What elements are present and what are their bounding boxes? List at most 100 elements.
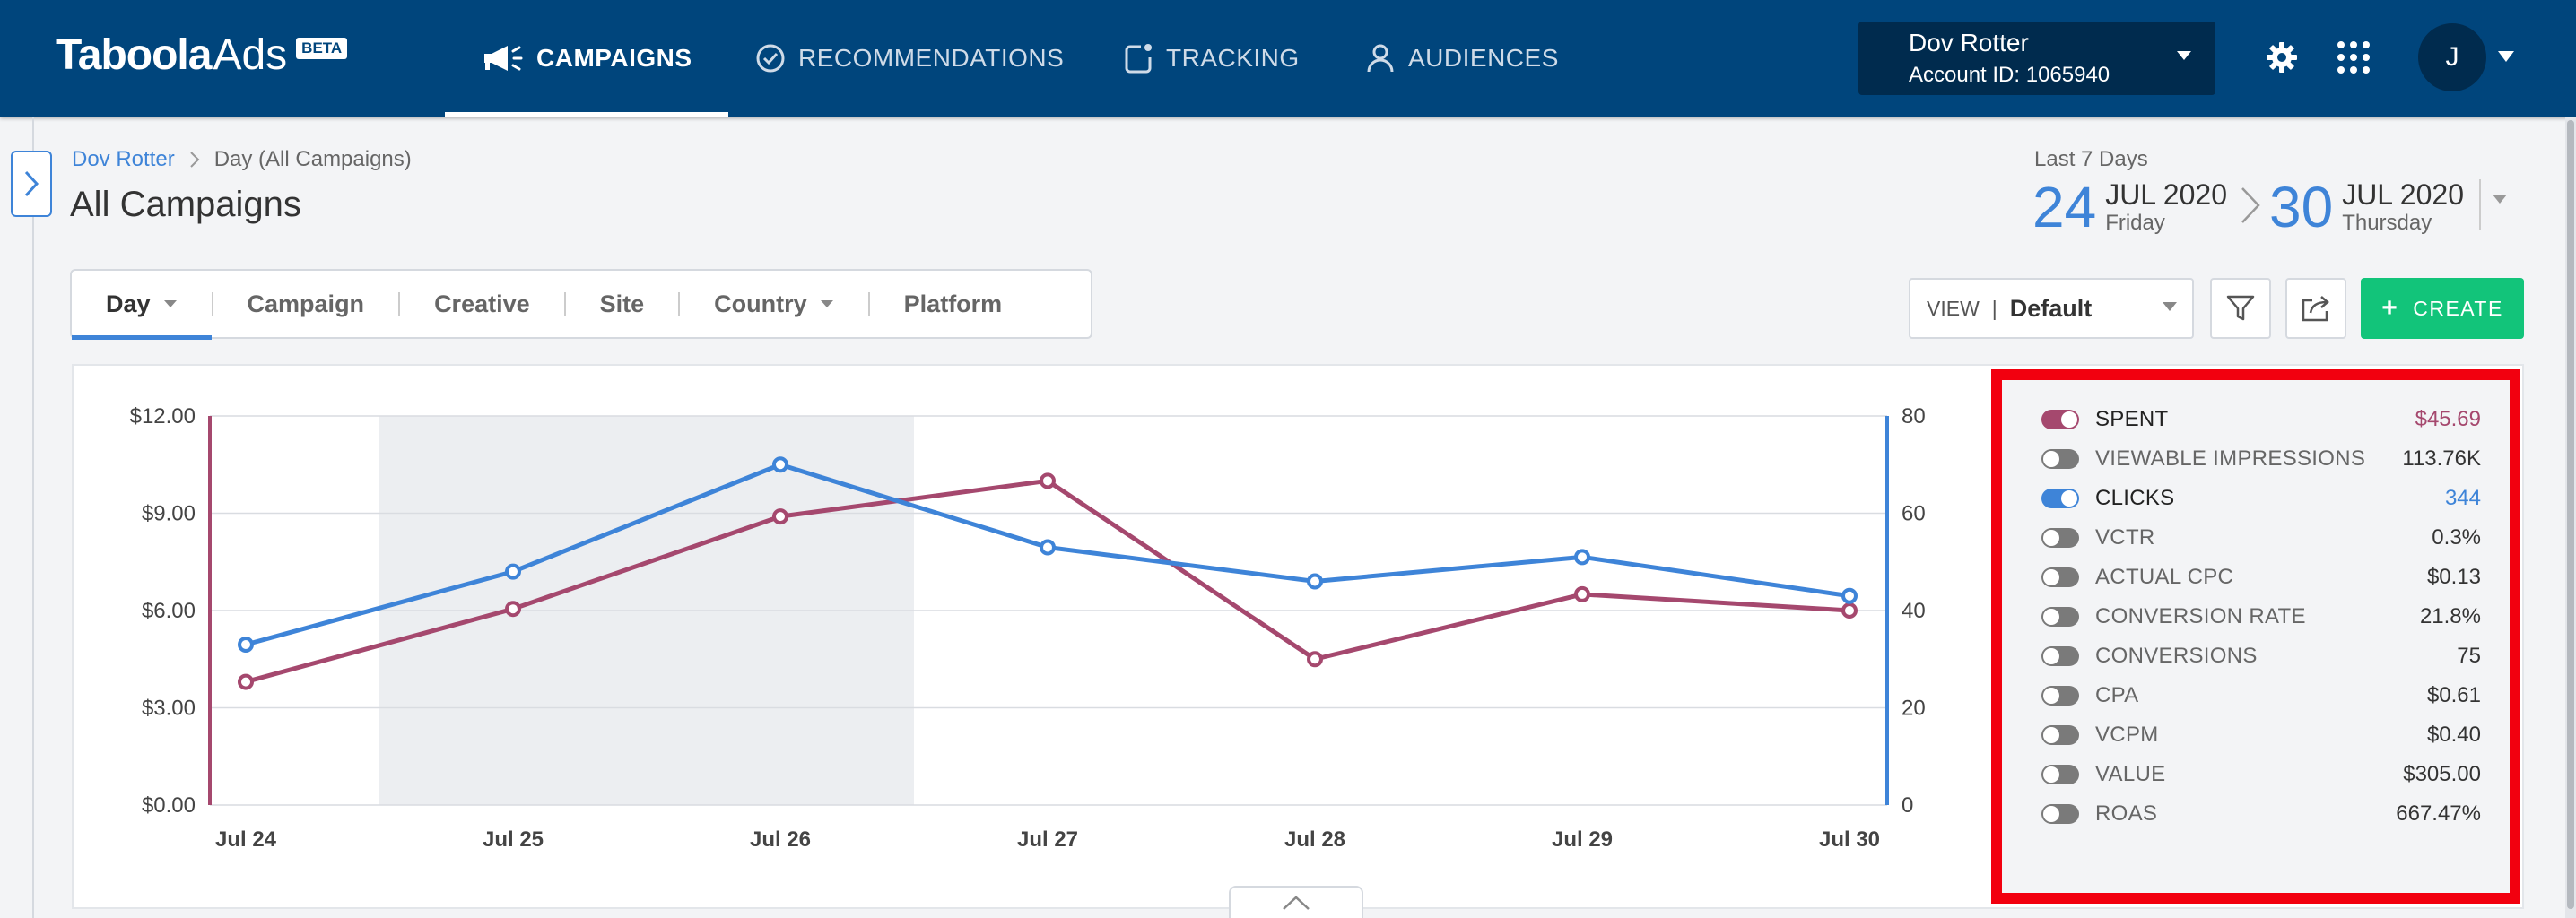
metric-row-vctr[interactable]: VCTR 0.3% [2041,520,2481,556]
data-point-spent [1574,585,1590,602]
plus-icon: + [2381,293,2399,323]
tab-campaign[interactable]: Campaign [213,270,399,338]
chevron-down-icon[interactable] [2492,194,2508,204]
chevron-down-icon[interactable] [2497,50,2515,63]
chevron-down-icon [163,300,177,307]
end-weekday: Thursday [2342,211,2432,235]
data-point-clicks [1574,549,1590,566]
nav-campaigns[interactable]: CAMPAIGNS [445,0,728,117]
metric-toggle[interactable] [2041,804,2079,824]
left-axis-tick-label: $0.00 [142,793,196,818]
date-range-end[interactable]: 30 JUL 2020 Thursday [2269,176,2464,238]
export-button[interactable] [2285,278,2346,339]
metric-row-viewable-impressions[interactable]: VIEWABLE IMPRESSIONS 113.76K [2041,441,2481,477]
performance-chart: $0.00 $3.00 $6.00 $9.00 $12.00 0 20 40 60 80 Jul 2… [130,404,1926,852]
left-axis-tick-label: $3.00 [142,697,196,721]
metric-toggle[interactable] [2041,489,2079,508]
breadcrumb: Dov Rotter Day (All Campaigns) [72,147,412,172]
tab-separator [398,292,401,316]
right-axis-tick-label: 0 [1902,793,1913,818]
metric-row-spent[interactable]: SPENT $45.69 [2041,402,2481,437]
date-range-start[interactable]: 24 JUL 2020 Friday [2032,176,2227,238]
x-axis-tick-label: Jul 26 [750,827,811,852]
create-button[interactable]: + CREATE [2361,278,2524,339]
date-range-divider [2479,179,2481,230]
metric-toggle[interactable] [2041,725,2079,745]
metric-toggle[interactable] [2041,567,2079,587]
metric-toggle[interactable] [2041,686,2079,706]
nav-recommendations-label: RECOMMENDATIONS [798,44,1065,72]
filter-icon [2226,295,2255,321]
data-point-spent [1040,472,1056,489]
metric-row-actual-cpc[interactable]: ACTUAL CPC $0.13 [2041,559,2481,595]
metric-row-vcpm[interactable]: VCPM $0.40 [2041,717,2481,753]
account-selector[interactable]: Dov Rotter Account ID: 1065940 [1858,22,2215,95]
metric-toggle[interactable] [2041,410,2079,429]
tab-platform[interactable]: Platform [870,270,1037,338]
left-axis-tick-label: $12.00 [130,404,196,429]
metric-toggle[interactable] [2041,528,2079,548]
chevron-down-icon [2177,51,2191,60]
top-navigation-bar: Taboola Ads BETA CAMPAIGNS RECOMMENDATIO… [0,0,2576,117]
collapse-chart-button[interactable] [1229,886,1363,918]
metric-row-conversion-rate[interactable]: CONVERSION RATE 21.8% [2041,599,2481,635]
data-point-clicks [1040,539,1056,556]
metric-row-clicks[interactable]: CLICKS 344 [2041,481,2481,516]
tab-country[interactable]: Country [680,270,868,338]
metric-value: 667.47% [2396,801,2481,826]
breadcrumb-account-link[interactable]: Dov Rotter [72,147,175,171]
data-point-spent [1841,602,1858,619]
right-axis-tick-label: 20 [1902,697,1926,721]
metric-value: 0.3% [2432,525,2481,550]
metric-label: CLICKS [2095,486,2175,510]
left-axis-tick-label: $6.00 [142,599,196,623]
tab-creative-label: Creative [434,290,530,317]
nav-tracking[interactable]: TRACKING [1123,0,1300,117]
end-day: 30 [2269,175,2334,239]
metric-label: VCTR [2095,525,2155,550]
expand-panel-button[interactable] [11,151,52,217]
x-axis-tick-label: Jul 30 [1819,827,1880,852]
person-icon [1367,44,1394,73]
metrics-panel: SPENT $45.69 VIEWABLE IMPRESSIONS 113.76K CL… [1991,369,2520,904]
apps-grid-icon[interactable] [2336,39,2371,75]
metric-toggle[interactable] [2041,449,2079,469]
metric-label: CONVERSION RATE [2095,604,2306,628]
account-name: Dov Rotter [1909,29,2029,56]
metric-toggle[interactable] [2041,646,2079,666]
account-id: Account ID: 1065940 [1909,63,2110,87]
breadcrumb-current: Day (All Campaigns) [213,147,412,171]
date-range-label: Last 7 Days [2034,147,2148,171]
tab-day[interactable]: Day [72,270,212,340]
view-selector[interactable]: VIEW | Default [1909,278,2194,339]
gear-icon[interactable] [2264,39,2300,75]
chevron-down-icon [2163,302,2177,311]
metric-label: ACTUAL CPC [2095,565,2234,589]
metric-row-roas[interactable]: ROAS 667.47% [2041,796,2481,832]
tab-creative[interactable]: Creative [400,270,564,338]
data-point-clicks [772,456,788,473]
nav-audiences[interactable]: AUDIENCES [1365,0,1559,117]
filter-button[interactable] [2210,278,2271,339]
tab-campaign-label: Campaign [247,290,365,317]
start-month-year: JUL 2020 [2105,178,2227,211]
metric-value: $0.40 [2426,723,2481,747]
tab-site[interactable]: Site [566,270,679,338]
x-axis-tick-label: Jul 29 [1552,827,1613,852]
metric-label: VALUE [2095,762,2166,786]
beta-badge: BETA [296,38,348,59]
scrollbar-thumb[interactable] [2567,120,2574,909]
user-avatar[interactable]: J [2418,23,2486,91]
metric-toggle[interactable] [2041,607,2079,627]
nav-recommendations[interactable]: RECOMMENDATIONS [755,0,1064,117]
check-circle-icon [756,44,785,73]
metric-toggle[interactable] [2041,765,2079,784]
metric-row-conversions[interactable]: CONVERSIONS 75 [2041,638,2481,674]
logo-ads-text: Ads [213,31,288,79]
create-button-label: CREATE [2413,296,2503,320]
taboola-ads-logo[interactable]: Taboola Ads BETA [56,30,348,81]
view-value: Default [2009,294,2093,322]
data-point-clicks [1841,587,1858,604]
metric-row-value[interactable]: VALUE $305.00 [2041,757,2481,792]
metric-row-cpa[interactable]: CPA $0.61 [2041,678,2481,714]
